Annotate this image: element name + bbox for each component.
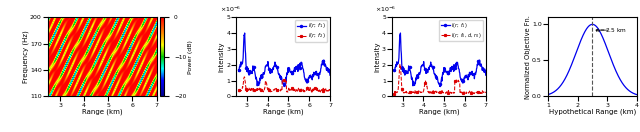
Legend: $I(r;\;f_1)$, $I(r;\;f_0,\,d,\,r_0)$: $I(r;\;f_1)$, $I(r;\;f_0,\,d,\,r_0)$	[440, 20, 483, 41]
Text: $r_s\!=\!2.5$ km: $r_s\!=\!2.5$ km	[595, 26, 627, 35]
Y-axis label: Intensity: Intensity	[374, 41, 381, 72]
Legend: $I(r;\;f_1)$, $I(r;\;f_2)$: $I(r;\;f_1)$, $I(r;\;f_2)$	[295, 20, 327, 42]
X-axis label: Range (km): Range (km)	[82, 109, 123, 116]
Y-axis label: Power (dB): Power (dB)	[188, 40, 193, 74]
Y-axis label: Intensity: Intensity	[219, 41, 225, 72]
X-axis label: Range (km): Range (km)	[263, 109, 303, 116]
X-axis label: Hypothetical Range (km): Hypothetical Range (km)	[548, 109, 636, 116]
Y-axis label: Frequency (Hz): Frequency (Hz)	[22, 30, 29, 83]
Y-axis label: Normalized Objective Fn.: Normalized Objective Fn.	[525, 15, 531, 99]
Text: $\times10^{-6}$: $\times10^{-6}$	[220, 5, 241, 14]
Text: $\times10^{-6}$: $\times10^{-6}$	[376, 5, 397, 14]
X-axis label: Range (km): Range (km)	[419, 109, 460, 116]
